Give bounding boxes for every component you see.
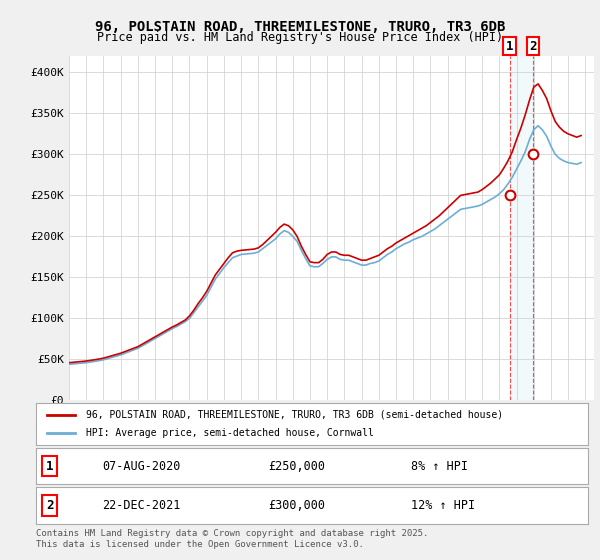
Text: 2: 2 xyxy=(529,40,536,53)
Text: 12% ↑ HPI: 12% ↑ HPI xyxy=(412,499,475,512)
Text: 8% ↑ HPI: 8% ↑ HPI xyxy=(412,460,469,473)
Text: HPI: Average price, semi-detached house, Cornwall: HPI: Average price, semi-detached house,… xyxy=(86,428,374,438)
Text: Contains HM Land Registry data © Crown copyright and database right 2025.
This d: Contains HM Land Registry data © Crown c… xyxy=(36,529,428,549)
Text: £250,000: £250,000 xyxy=(268,460,325,473)
Text: Price paid vs. HM Land Registry's House Price Index (HPI): Price paid vs. HM Land Registry's House … xyxy=(97,31,503,44)
Text: £300,000: £300,000 xyxy=(268,499,325,512)
Text: 2: 2 xyxy=(46,499,53,512)
Text: 96, POLSTAIN ROAD, THREEMILESTONE, TRURO, TR3 6DB: 96, POLSTAIN ROAD, THREEMILESTONE, TRURO… xyxy=(95,20,505,34)
Text: 1: 1 xyxy=(46,460,53,473)
Text: 1: 1 xyxy=(506,40,514,53)
Text: 07-AUG-2020: 07-AUG-2020 xyxy=(102,460,181,473)
Text: 96, POLSTAIN ROAD, THREEMILESTONE, TRURO, TR3 6DB (semi-detached house): 96, POLSTAIN ROAD, THREEMILESTONE, TRURO… xyxy=(86,410,503,420)
Bar xyxy=(509,56,533,400)
Text: 22-DEC-2021: 22-DEC-2021 xyxy=(102,499,181,512)
